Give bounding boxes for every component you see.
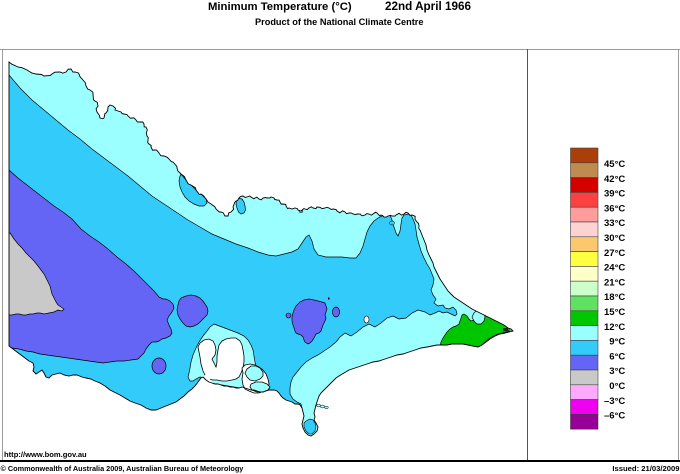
svg-text:24°C: 24°C <box>604 263 625 274</box>
svg-text:36°C: 36°C <box>604 203 625 214</box>
svg-text:15°C: 15°C <box>604 307 625 318</box>
svg-text:39°C: 39°C <box>604 189 625 200</box>
svg-text:30°C: 30°C <box>604 233 625 244</box>
svg-text:42°C: 42°C <box>604 174 625 185</box>
svg-text:9°C: 9°C <box>609 337 625 348</box>
svg-text:21°C: 21°C <box>604 277 625 288</box>
svg-text:6°C: 6°C <box>609 351 625 362</box>
svg-text:12°C: 12°C <box>604 322 625 333</box>
svg-text:–6°C: –6°C <box>604 411 625 422</box>
svg-text:–3°C: –3°C <box>604 396 625 407</box>
svg-text:3°C: 3°C <box>609 366 625 377</box>
svg-text:33°C: 33°C <box>604 218 625 229</box>
svg-text:27°C: 27°C <box>604 248 625 259</box>
svg-text:45°C: 45°C <box>604 159 625 170</box>
svg-text:18°C: 18°C <box>604 292 625 303</box>
svg-text:0°C: 0°C <box>609 381 625 392</box>
